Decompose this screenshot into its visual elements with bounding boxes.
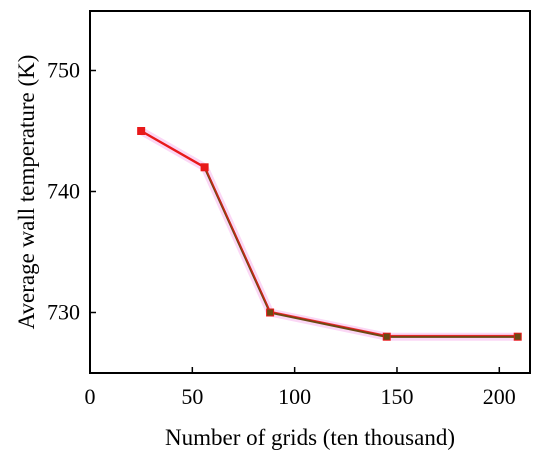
y-axis-title: Average wall temperature (K)	[14, 55, 39, 330]
series-point	[266, 308, 275, 317]
series-point	[513, 332, 522, 341]
y-tick-label: 740	[47, 179, 80, 204]
x-tick-labels: 0 50 100 150 200	[85, 384, 516, 409]
y-tick-labels: 730 740 750	[47, 58, 80, 325]
x-tick-label: 200	[483, 384, 516, 409]
x-tick-label: 50	[181, 384, 203, 409]
y-ticks	[90, 69, 96, 314]
x-tick-label: 0	[85, 384, 96, 409]
series-segment-overlay	[269, 310, 388, 337]
series-segment	[268, 311, 388, 338]
series-point	[200, 163, 209, 172]
series-line-highlight	[137, 127, 522, 341]
x-axis-title: Number of grids (ten thousand)	[165, 425, 455, 450]
y-tick-label: 730	[47, 300, 80, 325]
series-layer	[137, 127, 522, 341]
series-segment	[139, 129, 206, 169]
series-segment-overlay	[204, 165, 271, 312]
series-point	[382, 332, 391, 341]
x-tick-label: 150	[380, 384, 413, 409]
series-point	[137, 127, 146, 135]
x-tick-label: 100	[278, 384, 311, 409]
y-tick-label: 750	[47, 58, 80, 83]
x-ticks	[89, 367, 501, 373]
